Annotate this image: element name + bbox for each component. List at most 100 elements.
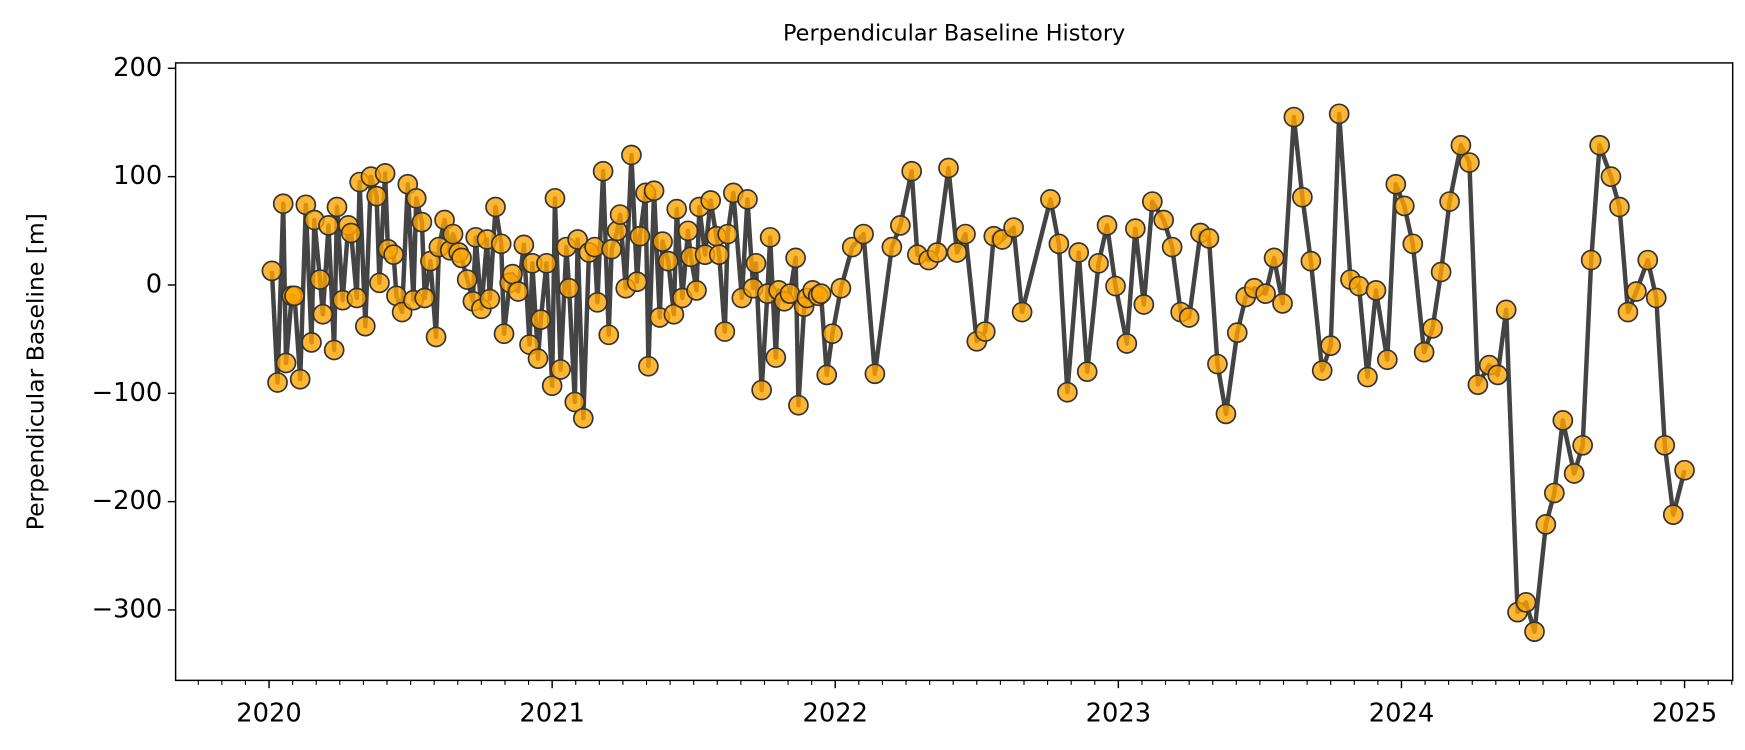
data-point xyxy=(272,193,294,215)
data-point xyxy=(1076,361,1098,382)
data-point xyxy=(598,324,620,346)
data-point xyxy=(1543,482,1565,504)
data-point xyxy=(652,231,673,252)
data-point xyxy=(1422,317,1443,339)
data-point xyxy=(451,247,472,269)
data-point xyxy=(558,277,580,299)
x-tick-label: 2024 xyxy=(1369,698,1434,728)
data-point xyxy=(1255,283,1276,304)
data-point xyxy=(1057,381,1078,403)
data-point xyxy=(541,375,563,397)
data-point xyxy=(507,281,529,302)
data-point xyxy=(544,187,566,209)
data-point xyxy=(700,190,722,211)
data-point xyxy=(626,271,648,293)
data-point xyxy=(785,247,806,269)
data-point xyxy=(1589,134,1610,156)
data-point xyxy=(1654,434,1676,456)
data-point xyxy=(1116,333,1138,354)
data-point xyxy=(1495,299,1517,321)
data-point xyxy=(1133,294,1155,315)
data-point xyxy=(340,222,362,244)
y-tick-label: 100 xyxy=(113,161,162,191)
data-point xyxy=(312,303,334,325)
data-point xyxy=(284,285,305,307)
data-point xyxy=(901,160,923,182)
data-point xyxy=(1124,218,1146,240)
data-point xyxy=(502,263,523,285)
data-point xyxy=(938,157,959,179)
data-point xyxy=(1524,621,1545,642)
data-point xyxy=(926,242,948,263)
data-point xyxy=(717,223,739,245)
data-point xyxy=(1393,195,1415,217)
data-point xyxy=(822,323,843,345)
data-point xyxy=(1626,281,1647,302)
data-point xyxy=(1430,261,1452,283)
data-point xyxy=(1215,403,1237,425)
data-point xyxy=(318,215,339,236)
data-point xyxy=(1272,293,1293,314)
y-tick-label: −100 xyxy=(92,378,163,408)
data-point xyxy=(638,355,659,377)
data-point xyxy=(261,260,283,282)
data-point xyxy=(1580,249,1602,271)
data-point xyxy=(1096,215,1118,236)
data-point xyxy=(1365,280,1387,301)
data-point xyxy=(1600,166,1622,188)
data-point xyxy=(1161,236,1183,258)
data-point xyxy=(663,303,685,325)
data-point xyxy=(1563,463,1585,484)
data-point xyxy=(946,242,968,263)
data-point xyxy=(567,229,588,250)
data-point xyxy=(881,236,903,258)
data-point xyxy=(601,238,622,260)
data-point xyxy=(425,326,447,348)
data-point xyxy=(1402,233,1424,255)
data-point xyxy=(530,309,552,330)
data-point xyxy=(1011,301,1033,323)
data-point xyxy=(714,321,736,342)
data-point xyxy=(955,223,976,245)
data-point xyxy=(1515,592,1537,613)
data-point xyxy=(493,323,515,345)
data-point xyxy=(405,187,427,209)
data-point xyxy=(527,348,549,369)
data-point xyxy=(354,315,376,337)
data-point xyxy=(1263,247,1285,269)
y-tick-label: −200 xyxy=(92,486,163,516)
data-point xyxy=(1439,191,1460,212)
data-point xyxy=(374,163,396,184)
data-point xyxy=(366,185,387,207)
data-point xyxy=(666,198,688,220)
data-point xyxy=(974,321,996,342)
data-point xyxy=(1320,335,1342,356)
data-point xyxy=(1207,353,1228,375)
data-point xyxy=(456,269,478,290)
data-point xyxy=(1572,434,1593,456)
data-point xyxy=(267,372,288,393)
data-point xyxy=(414,287,436,309)
data-point xyxy=(513,234,535,256)
data-point xyxy=(572,407,594,429)
data-point xyxy=(1459,152,1480,173)
data-point xyxy=(1300,250,1322,272)
y-tick-label: −300 xyxy=(92,594,163,624)
data-point xyxy=(788,394,809,416)
data-point xyxy=(816,364,838,386)
plot-frame xyxy=(174,62,1734,682)
data-point xyxy=(1450,134,1472,156)
data-point xyxy=(1662,504,1684,525)
data-point xyxy=(1048,233,1070,255)
data-point xyxy=(737,189,758,210)
data-point xyxy=(584,236,605,258)
x-tick-label: 2022 xyxy=(803,698,868,728)
data-point xyxy=(609,204,631,225)
data-point xyxy=(1311,360,1333,381)
x-tick-label: 2023 xyxy=(1086,698,1151,728)
data-point xyxy=(745,252,767,274)
data-point xyxy=(301,332,322,353)
data-point xyxy=(1068,242,1090,263)
data-point xyxy=(326,196,348,218)
